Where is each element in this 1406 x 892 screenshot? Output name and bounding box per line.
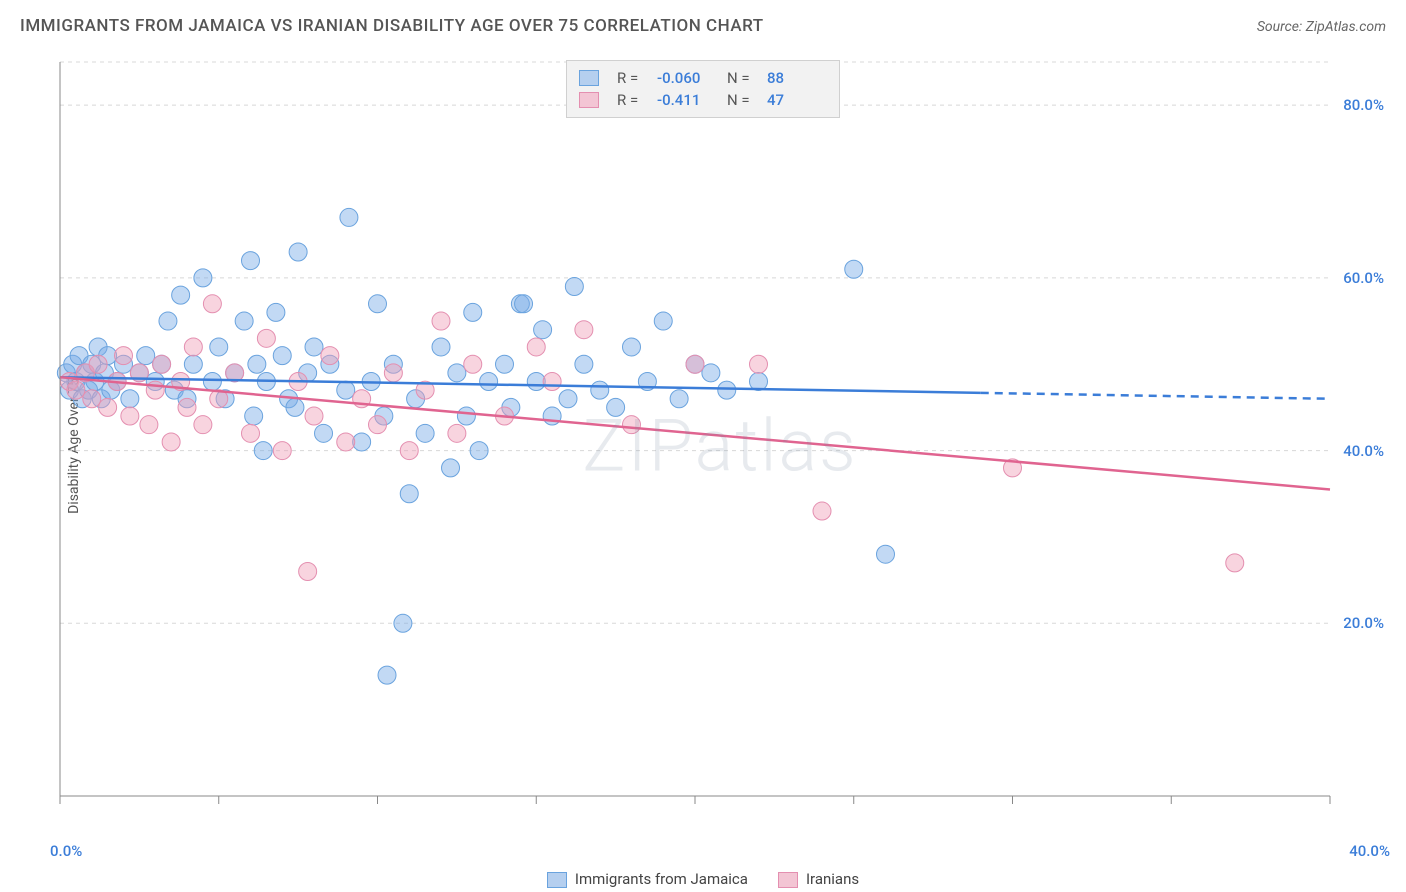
chart-title: IMMIGRANTS FROM JAMAICA VS IRANIAN DISAB… [20, 16, 764, 36]
legend-swatch [547, 872, 567, 888]
y-tick-label: 20.0% [1343, 614, 1384, 632]
chart-area: 20.0%40.0%60.0%80.0% ZIPatlas [50, 56, 1390, 836]
legend-item: Iranians [778, 870, 859, 888]
legend-swatch [778, 872, 798, 888]
x-max-label: 40.0% [1349, 842, 1390, 860]
legend-item: Immigrants from Jamaica [547, 870, 748, 888]
stats-legend: R =-0.060N =88R =-0.411N =47 [566, 60, 840, 118]
legend-label: Iranians [806, 870, 859, 888]
legend-label: Immigrants from Jamaica [575, 870, 748, 888]
y-tick-label: 40.0% [1343, 442, 1384, 460]
stats-row: R =-0.060N =88 [579, 67, 827, 89]
x-axis-labels: 0.0% 40.0% [50, 842, 1390, 860]
stats-row: R =-0.411N =47 [579, 89, 827, 111]
x-min-label: 0.0% [50, 842, 82, 860]
y-tick-label: 80.0% [1343, 96, 1384, 114]
bottom-legend: Immigrants from Jamaica Iranians [0, 870, 1406, 888]
legend-swatch [579, 92, 599, 108]
scatter-plot [50, 56, 1390, 836]
source-label: Source: ZipAtlas.com [1257, 19, 1386, 35]
y-tick-label: 60.0% [1343, 269, 1384, 287]
legend-swatch [579, 70, 599, 86]
